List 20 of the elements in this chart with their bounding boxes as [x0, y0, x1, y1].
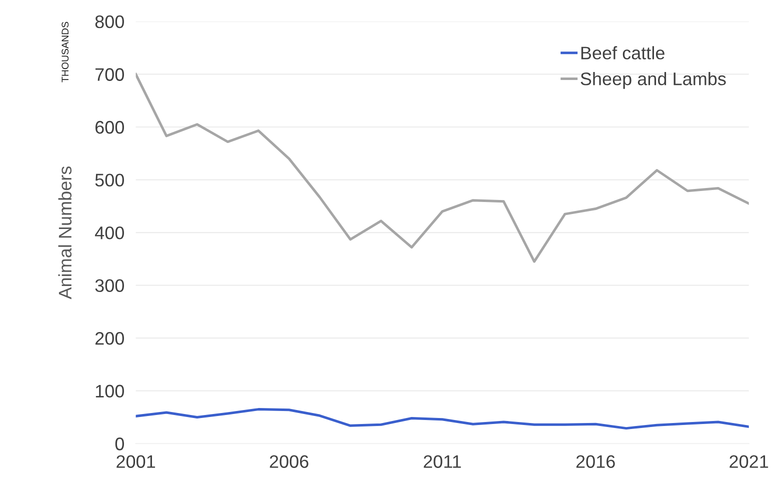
legend-label: Beef cattle	[581, 46, 664, 60]
y-tick-label: 300	[95, 279, 124, 292]
y-tick-label: 400	[94, 226, 124, 240]
y-tick-label: 0	[115, 438, 124, 450]
y-tick-label: 800	[95, 15, 124, 28]
y-axis-title: Animal Numbers	[58, 166, 72, 300]
line-series	[136, 408, 749, 430]
y-tick-label: 500	[95, 174, 124, 186]
text: THOUSANDS	[62, 22, 69, 82]
legend-label: Sheep and Lambs	[580, 72, 726, 89]
x-tick-label: 2006	[270, 455, 308, 468]
x-tick-label: 2001	[116, 455, 156, 468]
line-series	[136, 72, 749, 263]
y-tick-label: 100	[96, 384, 124, 398]
y-tick-label: 700	[95, 68, 124, 81]
x-tick-label: 2016	[576, 455, 615, 468]
x-tick-label: 2021	[730, 455, 768, 468]
x-tick-label: 2011	[424, 455, 461, 468]
y-tick-label: 600	[95, 120, 124, 134]
y-tick-label: 200	[95, 332, 124, 345]
